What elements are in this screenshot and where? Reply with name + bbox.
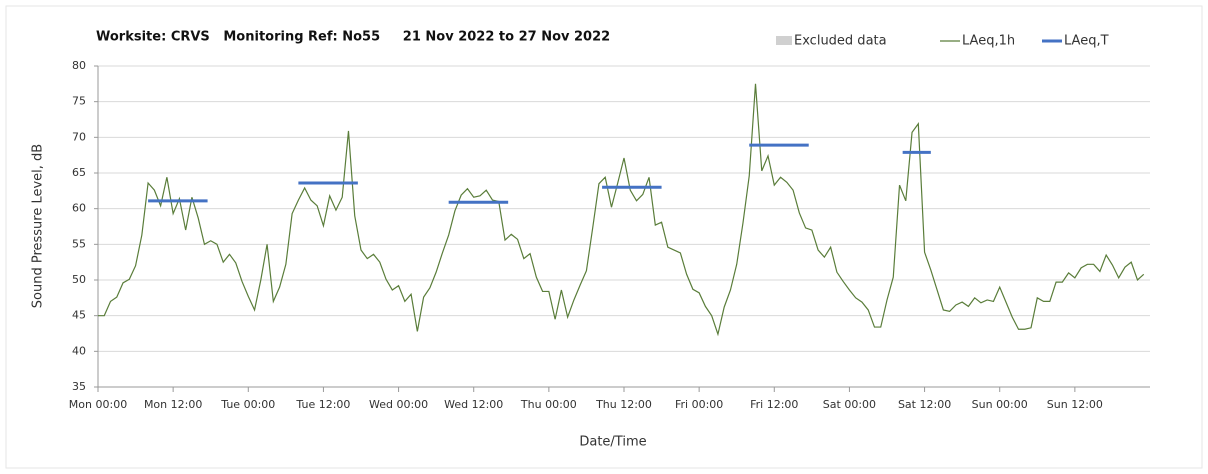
x-tick-label: Thu 12:00 <box>595 398 652 411</box>
x-tick-label: Fri 00:00 <box>675 398 723 411</box>
y-tick-label: 55 <box>72 237 86 250</box>
legend-label: Excluded data <box>794 34 887 49</box>
x-tick-label: Mon 12:00 <box>144 398 202 411</box>
y-tick-label: 60 <box>72 202 86 215</box>
x-tick-label: Sun 00:00 <box>972 398 1028 411</box>
y-tick-label: 45 <box>72 309 86 322</box>
x-tick-label: Tue 12:00 <box>295 398 350 411</box>
chart-title: Worksite: CRVS Monitoring Ref: No55 21 N… <box>96 30 610 45</box>
y-tick-label: 65 <box>72 166 86 179</box>
legend-label: LAeq,T <box>1064 34 1109 49</box>
chart-frame <box>5 5 1203 469</box>
x-tick-label: Wed 12:00 <box>444 398 503 411</box>
y-tick-label: 70 <box>72 130 86 143</box>
x-tick-label: Sun 12:00 <box>1047 398 1103 411</box>
x-tick-label: Wed 00:00 <box>369 398 428 411</box>
y-tick-label: 50 <box>72 273 86 286</box>
x-tick-label: Fri 12:00 <box>750 398 798 411</box>
y-tick-label: 75 <box>72 95 86 108</box>
legend-swatch <box>776 36 792 45</box>
series-line <box>98 83 1145 337</box>
x-tick-label: Sat 00:00 <box>823 398 876 411</box>
y-axis-label: Sound Pressure Level, dB <box>31 144 46 308</box>
legend-label: LAeq,1h <box>962 34 1015 49</box>
x-tick-label: Tue 00:00 <box>220 398 275 411</box>
x-tick-label: Thu 00:00 <box>520 398 577 411</box>
x-tick-label: Sat 12:00 <box>898 398 951 411</box>
y-tick-label: 80 <box>72 59 86 72</box>
y-tick-label: 40 <box>72 344 86 357</box>
x-tick-label: Mon 00:00 <box>69 398 127 411</box>
y-tick-label: 35 <box>72 380 86 393</box>
x-axis-label: Date/Time <box>579 435 646 450</box>
